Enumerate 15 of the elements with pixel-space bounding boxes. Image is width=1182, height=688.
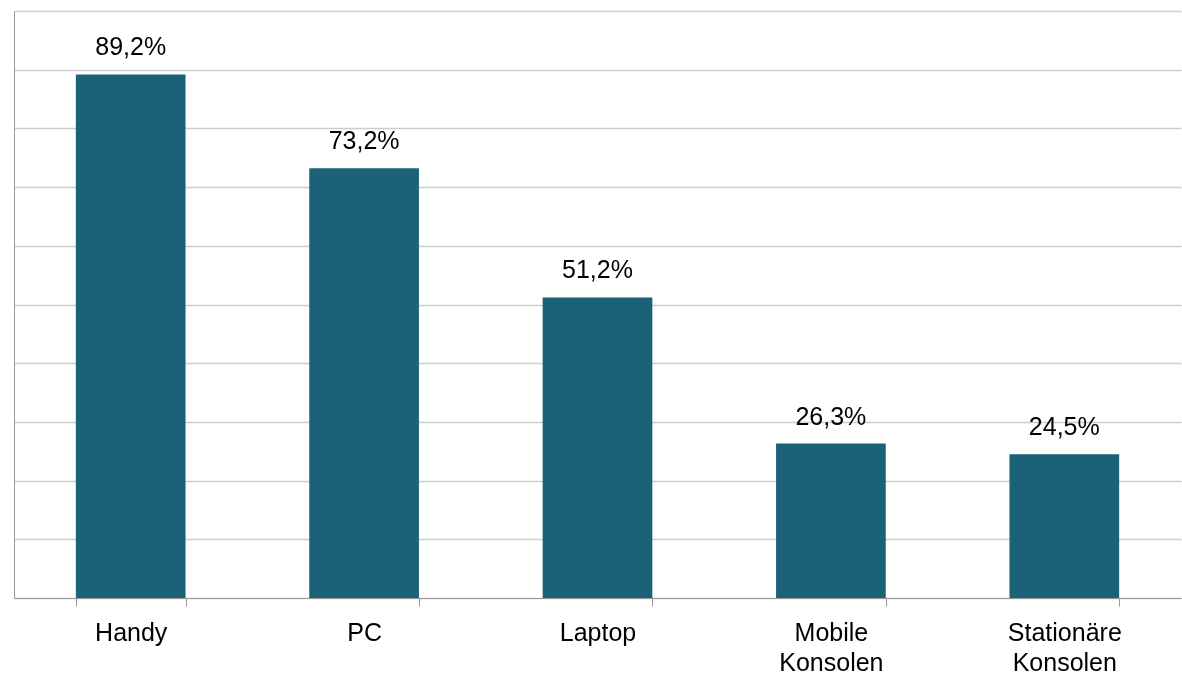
bar <box>75 74 186 598</box>
data-label: 24,5% <box>1028 412 1100 441</box>
x-tick-label: Stationäre Konsolen <box>1007 617 1122 676</box>
bar <box>1009 454 1120 598</box>
data-label: 51,2% <box>562 255 633 284</box>
x-tick-label: PC <box>347 617 382 646</box>
x-tick-label: Mobile Konsolen <box>779 617 884 676</box>
x-tick-label: Laptop <box>559 617 637 646</box>
data-label: 89,2% <box>95 32 167 61</box>
bar <box>776 443 886 598</box>
bar <box>542 297 653 598</box>
bar <box>309 168 419 598</box>
data-label: 73,2% <box>328 126 400 155</box>
x-tick-label: Handy <box>95 617 168 646</box>
data-label: 26,3% <box>795 401 867 430</box>
